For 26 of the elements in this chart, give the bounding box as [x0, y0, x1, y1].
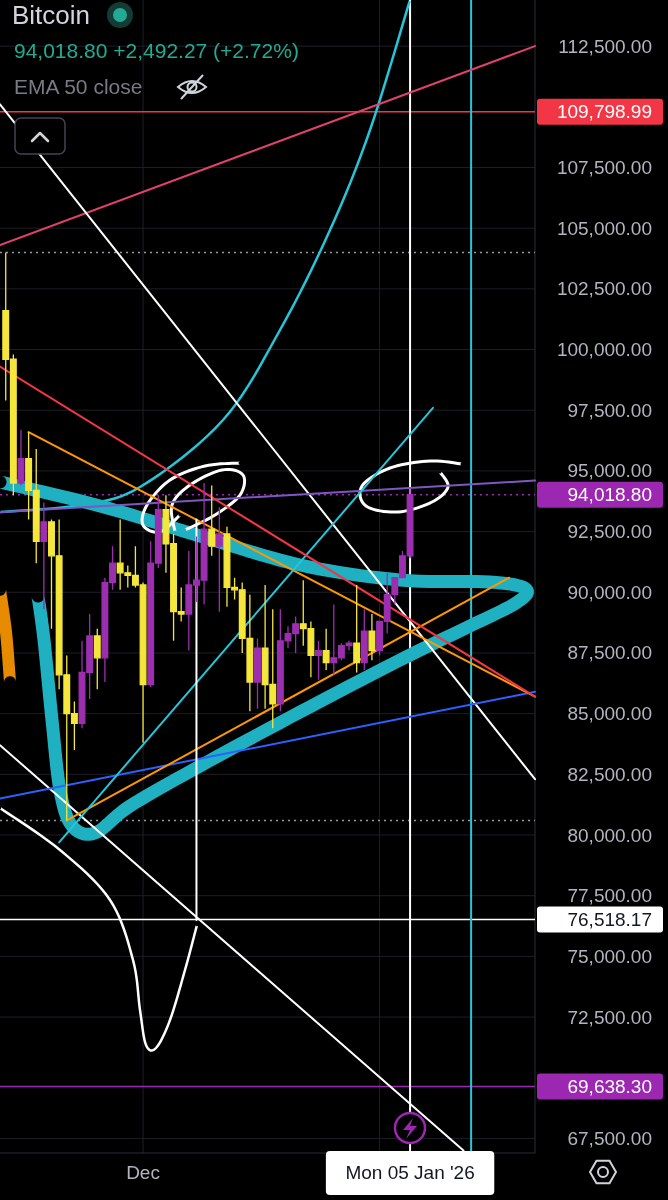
y-tick-label: 97,500.00 [567, 399, 652, 421]
ref-line-label: 94,018.80 [567, 484, 652, 506]
y-tick-label: 67,500.00 [567, 1127, 652, 1149]
chart-title: Bitcoin [12, 0, 91, 30]
annotation: EMA 50 close [14, 75, 143, 98]
y-tick-label: 105,000.00 [556, 217, 652, 239]
y-tick-label: 102,500.00 [556, 278, 652, 300]
x-tick-label: Mon 05 Jan '26 [345, 1161, 475, 1183]
y-tick-label: 107,500.00 [556, 156, 652, 178]
ref-line-label: 69,638.30 [567, 1076, 652, 1098]
y-tick-label: 72,500.00 [567, 1006, 652, 1028]
y-tick-label: 87,500.00 [567, 642, 652, 664]
text: 94,018.80 +2,492.27 (+2.72%) [14, 39, 299, 62]
y-tick-label: 80,000.00 [567, 824, 652, 846]
y-tick-label: 112,500.00 [558, 35, 652, 57]
y-tick-label: 100,000.00 [556, 339, 652, 361]
ref-line-label: 76,518.17 [567, 909, 652, 931]
y-tick-label: 90,000.00 [567, 581, 652, 603]
y-tick-label: 85,000.00 [567, 703, 652, 725]
ref-line-label: 109,798.99 [556, 101, 652, 123]
y-tick-label: 77,500.00 [567, 885, 652, 907]
y-tick-label: 95,000.00 [567, 460, 652, 482]
y-tick-label: 82,500.00 [567, 763, 652, 785]
x-tick-label: Dec [126, 1161, 160, 1183]
y-tick-label: 92,500.00 [567, 521, 652, 543]
y-tick-label: 75,000.00 [567, 945, 652, 967]
